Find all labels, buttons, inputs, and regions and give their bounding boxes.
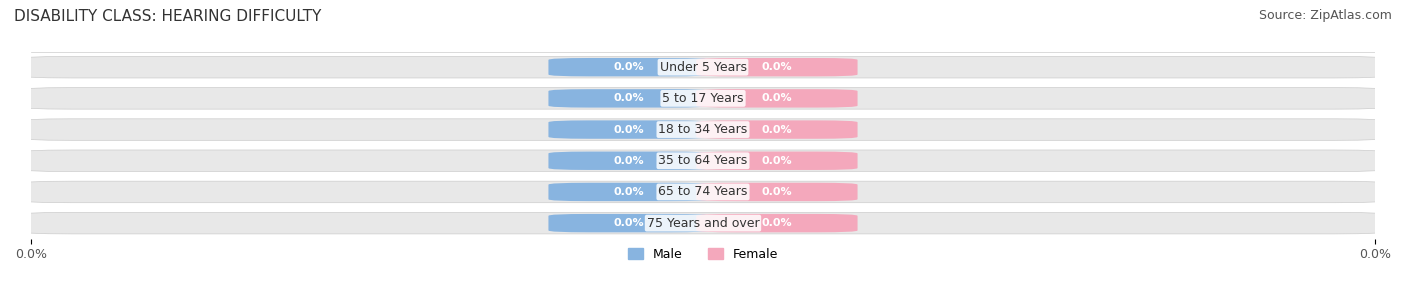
FancyBboxPatch shape <box>548 89 710 108</box>
Text: 0.0%: 0.0% <box>762 187 792 197</box>
Text: 0.0%: 0.0% <box>614 218 644 228</box>
FancyBboxPatch shape <box>696 152 858 170</box>
Text: 0.0%: 0.0% <box>614 124 644 135</box>
FancyBboxPatch shape <box>17 119 1389 140</box>
FancyBboxPatch shape <box>17 56 1389 78</box>
Legend: Male, Female: Male, Female <box>623 243 783 266</box>
Text: 0.0%: 0.0% <box>614 62 644 72</box>
FancyBboxPatch shape <box>548 152 710 170</box>
Text: 0.0%: 0.0% <box>762 156 792 166</box>
Text: 0.0%: 0.0% <box>614 156 644 166</box>
Text: Source: ZipAtlas.com: Source: ZipAtlas.com <box>1258 9 1392 22</box>
Text: 5 to 17 Years: 5 to 17 Years <box>662 92 744 105</box>
Text: 18 to 34 Years: 18 to 34 Years <box>658 123 748 136</box>
Text: 0.0%: 0.0% <box>762 93 792 103</box>
FancyBboxPatch shape <box>548 120 710 139</box>
Text: 0.0%: 0.0% <box>762 124 792 135</box>
FancyBboxPatch shape <box>696 120 858 139</box>
FancyBboxPatch shape <box>17 150 1389 171</box>
FancyBboxPatch shape <box>17 181 1389 203</box>
FancyBboxPatch shape <box>696 214 858 232</box>
FancyBboxPatch shape <box>696 58 858 76</box>
Text: 75 Years and over: 75 Years and over <box>647 217 759 230</box>
FancyBboxPatch shape <box>548 214 710 232</box>
Text: 0.0%: 0.0% <box>762 218 792 228</box>
FancyBboxPatch shape <box>17 88 1389 109</box>
Text: 35 to 64 Years: 35 to 64 Years <box>658 154 748 167</box>
Text: 0.0%: 0.0% <box>614 187 644 197</box>
Text: 0.0%: 0.0% <box>762 62 792 72</box>
Text: 65 to 74 Years: 65 to 74 Years <box>658 185 748 199</box>
FancyBboxPatch shape <box>548 183 710 201</box>
FancyBboxPatch shape <box>696 89 858 108</box>
Text: Under 5 Years: Under 5 Years <box>659 61 747 74</box>
Text: DISABILITY CLASS: HEARING DIFFICULTY: DISABILITY CLASS: HEARING DIFFICULTY <box>14 9 322 24</box>
FancyBboxPatch shape <box>696 183 858 201</box>
FancyBboxPatch shape <box>548 58 710 76</box>
Text: 0.0%: 0.0% <box>614 93 644 103</box>
FancyBboxPatch shape <box>17 212 1389 234</box>
